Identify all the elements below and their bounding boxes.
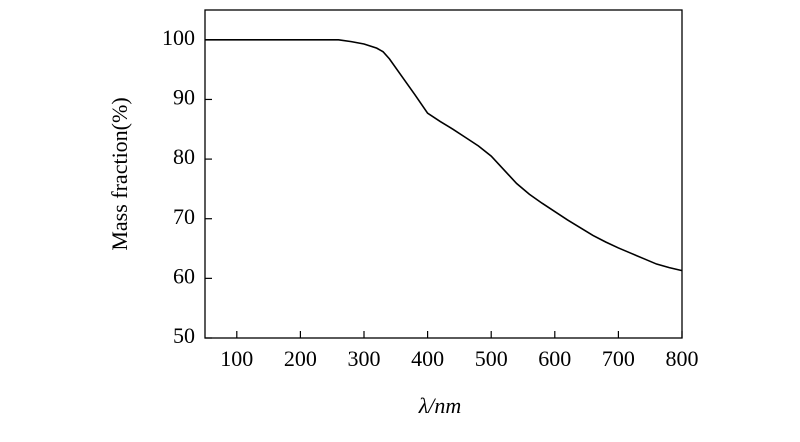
y-tick-label: 100 [162,25,195,50]
y-tick-label: 90 [173,85,195,110]
y-tick-label: 80 [173,144,195,169]
x-tick-label: 600 [538,346,571,371]
x-tick-label: 200 [284,346,317,371]
y-tick-label: 60 [173,263,195,288]
x-axis-label: λ/nm [418,393,462,418]
y-axis-label: Mass fraction(%) [107,97,132,250]
plot-frame [204,9,683,339]
y-tick-label: 70 [173,204,195,229]
x-tick-label: 500 [475,346,508,371]
data-line [205,39,683,272]
x-tick-label: 300 [348,346,381,371]
x-tick-label: 800 [666,346,699,371]
x-tick-label: 400 [411,346,444,371]
x-tick-label: 700 [602,346,635,371]
y-tick-label: 50 [173,323,195,348]
x-tick-label: 100 [220,346,253,371]
